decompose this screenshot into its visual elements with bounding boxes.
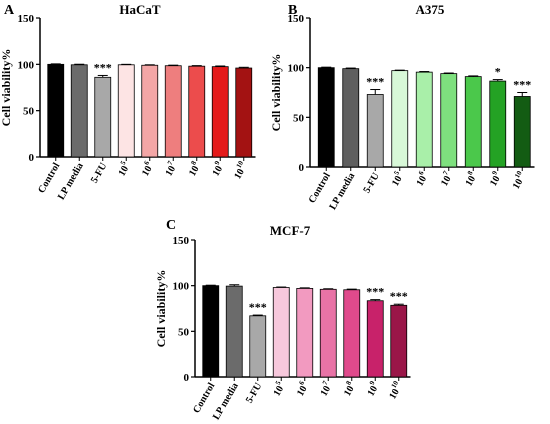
x-tick-label: 5-FU [89,161,109,185]
chart-title: HaCaT [119,2,161,17]
x-tick-label: 109 [363,379,382,398]
significance-label: * [495,65,501,79]
y-tick-label: 0 [29,152,35,164]
x-tick-label: 107 [316,379,335,398]
x-tick-label: 109 [485,169,504,188]
y-tick-label: 150 [173,235,190,247]
y-tick-label: 150 [288,13,305,25]
bar [440,73,458,168]
x-tick-label: 5-FU [361,171,381,195]
significance-label: *** [390,289,408,303]
bar [235,67,253,158]
significance-label: *** [366,75,384,89]
x-tick-label: 1010 [230,159,251,181]
bar [225,285,243,378]
y-tick-label: 150 [18,13,35,25]
y-tick-label: 100 [288,63,305,75]
y-tick-label: 50 [293,112,305,124]
chart-title: A375 [416,2,445,17]
x-tick-label: 108 [184,159,203,178]
bar [211,66,229,158]
x-tick-label: 1010 [508,169,529,191]
y-tick-label: 100 [173,281,190,293]
x-tick-label: 107 [436,169,455,188]
significance-label: *** [94,60,112,74]
bar [391,70,409,168]
y-axis-label: Cell viability% [154,270,168,348]
x-tick-label: 107 [161,159,180,178]
bar [296,288,314,378]
bar [319,288,337,378]
bar [317,67,335,168]
bar [70,64,88,158]
y-tick-label: 100 [18,59,35,71]
bar [513,96,531,168]
y-axis-label: Cell viability% [269,54,283,132]
bar [415,71,433,168]
bar [164,65,182,158]
y-tick-label: 50 [23,106,35,118]
bar [390,304,408,378]
bar [272,287,290,378]
bar [249,315,267,378]
x-tick-label: 108 [339,379,358,398]
bar [343,289,361,378]
y-axis-label: Cell viability% [0,49,13,127]
bar [117,64,135,158]
panel-letter: A [4,3,15,18]
significance-label: *** [366,285,384,299]
panel-letter: C [166,218,176,233]
bar [342,68,360,168]
y-tick-label: 0 [299,162,305,174]
bar [366,94,384,168]
panel-letter: B [288,3,297,18]
x-tick-label: Control [307,171,333,205]
significance-label: *** [513,78,531,92]
x-tick-label: 105 [387,169,406,188]
x-tick-label: 105 [269,379,288,398]
bar [489,80,507,168]
y-tick-label: 0 [184,372,190,384]
bar [188,65,206,158]
x-tick-label: 108 [461,169,480,188]
chart-title: MCF-7 [270,223,311,238]
bar [47,63,65,158]
x-tick-label: 1010 [385,379,406,401]
bar [464,76,482,168]
bar [202,285,220,378]
bar [94,76,112,158]
x-tick-label: 106 [412,169,431,188]
x-tick-label: 109 [208,159,227,178]
bar [141,64,159,158]
significance-label: *** [249,300,267,314]
x-tick-label: 106 [137,159,156,178]
y-tick-label: 50 [178,326,190,338]
x-tick-label: 5-FU [244,381,264,405]
x-tick-label: 105 [114,159,133,178]
x-tick-label: 106 [292,379,311,398]
bar [366,300,384,378]
